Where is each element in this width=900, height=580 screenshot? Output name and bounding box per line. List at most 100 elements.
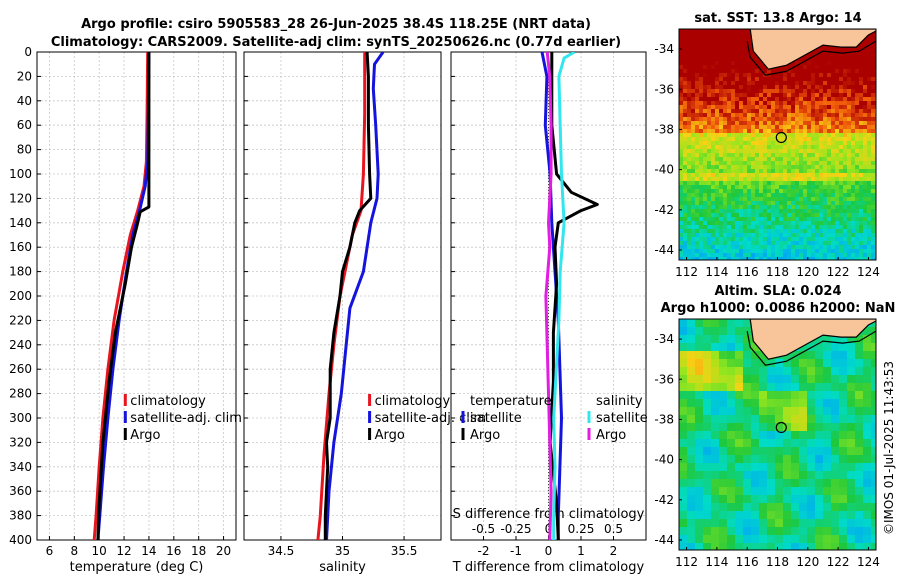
y-tick-label: 100: [9, 167, 32, 181]
legend-label: Argo: [375, 428, 405, 443]
y-tick-label: 140: [9, 216, 32, 230]
map-y-tick-label: -40: [654, 453, 674, 467]
legend-label: Argo: [596, 428, 626, 443]
x-axis-label: temperature (deg C): [70, 560, 204, 575]
x-tick-label: 18: [191, 544, 206, 558]
y-tick-label: 120: [9, 191, 32, 205]
map-x-tick-label: 122: [827, 265, 850, 279]
map-x-tick-label: 120: [796, 265, 819, 279]
y-tick-label: 400: [9, 533, 32, 547]
legend-label: climatology: [375, 394, 451, 409]
y-tick-label: 220: [9, 313, 32, 327]
map-x-tick-label: 114: [705, 265, 728, 279]
series-line-argo: [323, 52, 373, 540]
map-x-tick-label: 116: [736, 555, 759, 569]
land-australia: [749, 29, 876, 70]
x-tick-label: 12: [116, 544, 131, 558]
map-x-tick-label: 122: [827, 555, 850, 569]
y-tick-label: 360: [9, 484, 32, 498]
map-y-tick-label: -36: [654, 82, 674, 96]
series-line-salinity_argo: [544, 52, 553, 540]
map-y-tick-label: -44: [654, 533, 674, 547]
series-line-satellite: [325, 52, 385, 540]
y-tick-label: 180: [9, 265, 32, 279]
legend-label: satellite-adj. clim: [375, 411, 487, 426]
argo-position-marker: [775, 421, 787, 434]
map-x-tick-label: 118: [766, 555, 789, 569]
isobath-line: [746, 330, 876, 366]
legend-label: Argo: [130, 428, 160, 443]
top-axis-label: S difference from climatology: [453, 507, 645, 522]
legend-title-salinity: salinity: [596, 394, 643, 409]
map-sst_map: 112 114 116 118 120 122 124 -34 -36 -38 -40 -42 -44: [654, 28, 880, 279]
x-axis-label: T difference from climatology: [452, 560, 645, 575]
imos-timestamp: ©IMOS 01-Jul-2025 11:43:53: [882, 361, 896, 535]
map-x-tick-label: 120: [796, 555, 819, 569]
series-line-salinity_satellite: [552, 52, 576, 540]
sla-map-subtitle: Argo h1000: 0.0086 h2000: NaN: [661, 301, 896, 316]
map-y-tick-label: -36: [654, 372, 674, 386]
map-y-tick-label: -34: [654, 42, 674, 56]
map-y-tick-label: -44: [654, 243, 674, 257]
map-x-tick-label: 124: [857, 265, 880, 279]
legend-title-temperature: temperature: [470, 394, 552, 409]
argo-position-marker: [775, 131, 787, 144]
x-tick-label: 20: [216, 544, 231, 558]
panel-difference: -2 -1 0 1 2 T difference from climatology S di…: [450, 51, 648, 575]
map-y-tick-label: -38: [654, 122, 674, 136]
x-tick-label: 34.5: [268, 544, 295, 558]
legend-label: satellite: [596, 411, 648, 426]
y-tick-label: 20: [17, 69, 32, 83]
y-tick-label: 60: [17, 118, 32, 132]
legend-label: climatology: [130, 394, 206, 409]
y-tick-label: 320: [9, 435, 32, 449]
x-tick-label: -2: [478, 544, 490, 558]
map-y-tick-label: -40: [654, 163, 674, 177]
x-tick-label: -1: [510, 544, 522, 558]
x-tick-label: 35.5: [391, 544, 418, 558]
top-tick-label: 0.25: [568, 522, 595, 536]
y-tick-label: 200: [9, 289, 32, 303]
y-tick-label: 280: [9, 387, 32, 401]
figure-title-line2: Climatology: CARS2009. Satellite-adj cli…: [51, 35, 621, 50]
y-tick-label: 0: [24, 45, 32, 59]
map-field: [679, 319, 876, 550]
map-x-tick-label: 118: [766, 265, 789, 279]
sst-map-title: sat. SST: 13.8 Argo: 14: [694, 11, 861, 26]
y-tick-label: 40: [17, 94, 32, 108]
legend-label: satellite: [470, 411, 522, 426]
x-axis-label: salinity: [319, 560, 366, 575]
isobath-line: [746, 40, 876, 76]
map-x-tick-label: 112: [675, 265, 698, 279]
figure-title-line1: Argo profile: csiro 5905583_28 26-Jun-20…: [81, 17, 591, 32]
map-y-tick-label: -38: [654, 412, 674, 426]
map-sla_map: 112 114 116 118 120 122 124 -34 -36 -38 -40 -42 -44: [654, 318, 880, 569]
y-tick-label: 300: [9, 411, 32, 425]
top-tick-label: 0.5: [604, 522, 623, 536]
top-tick-label: 0: [545, 522, 553, 536]
panel-salinity: 34.5 35 35.5 salinity climatology satellite-a…: [243, 51, 487, 575]
map-x-tick-label: 116: [736, 265, 759, 279]
legend-label: satellite-adj. clim: [130, 411, 242, 426]
top-tick-label: -0.5: [472, 522, 495, 536]
land-australia: [749, 319, 876, 360]
y-tick-label: 380: [9, 509, 32, 523]
x-tick-label: 35: [335, 544, 350, 558]
x-tick-label: 1: [577, 544, 585, 558]
panel-temperature: 6 8 10 12 14 16 18 20 temperature (deg C) 0 20 40 60…: [9, 45, 242, 575]
y-tick-label: 80: [17, 143, 32, 157]
x-tick-label: 0: [545, 544, 553, 558]
map-x-tick-label: 112: [675, 555, 698, 569]
x-tick-label: 14: [141, 544, 156, 558]
x-tick-label: 2: [610, 544, 618, 558]
legend-label: Argo: [470, 428, 500, 443]
y-tick-label: 340: [9, 460, 32, 474]
series-line-argo: [96, 52, 151, 540]
map-y-tick-label: -34: [654, 332, 674, 346]
x-tick-label: 16: [166, 544, 181, 558]
map-x-tick-label: 114: [705, 555, 728, 569]
y-tick-label: 260: [9, 362, 32, 376]
sla-map-title: Altim. SLA: 0.024: [715, 284, 842, 299]
x-tick-label: 6: [46, 544, 54, 558]
